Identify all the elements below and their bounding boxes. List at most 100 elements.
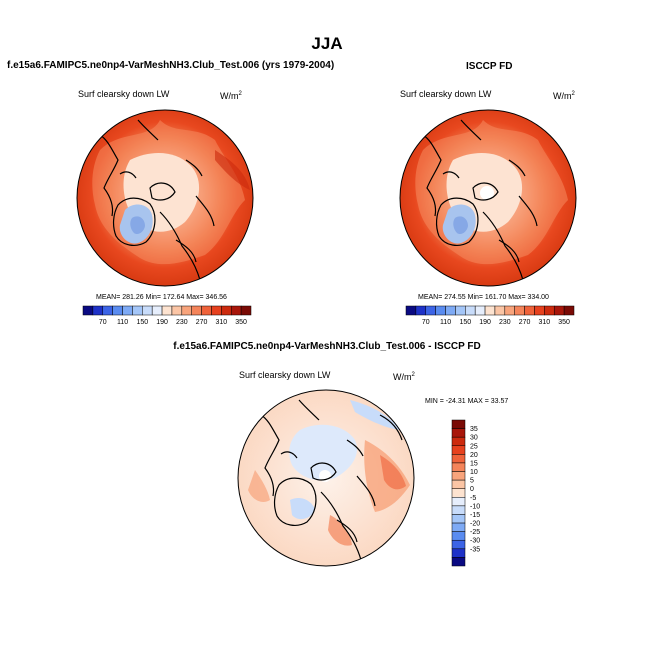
model-colorbar-swatch xyxy=(221,305,232,316)
obs-colorbar-swatch xyxy=(534,305,545,316)
model-colorbar-swatch xyxy=(161,305,173,316)
diff-colorbar-swatch xyxy=(451,428,466,438)
diff-colorbar-tick-label: 35 xyxy=(470,426,478,433)
diff-colorbar-swatch xyxy=(451,462,466,472)
diff-panel-title: f.e15a6.FAMIPC5.ne0np4-VarMeshNH3.Club_T… xyxy=(173,341,481,352)
model-colorbar-swatch xyxy=(132,305,143,316)
model-map-border xyxy=(76,109,254,287)
model-colorbar-swatch xyxy=(211,305,222,316)
diff-colorbar-swatch xyxy=(451,505,466,515)
model-colorbar-swatch xyxy=(122,305,133,316)
diff-coastlines xyxy=(260,399,403,561)
obs-map xyxy=(400,110,576,286)
diff-colorbar-tick-label: -10 xyxy=(470,503,480,510)
diff-colorbar-swatch xyxy=(451,522,466,532)
diff-colorbar-tick-label: 15 xyxy=(470,460,478,467)
model-colorbar: 70 110 150 190 230 270 310 350 xyxy=(82,305,252,326)
model-colorbar-tick-label: 70 xyxy=(99,319,107,326)
diff-colorbar-swatch xyxy=(451,539,466,550)
obs-stats: MEAN= 274.55 Min= 161.70 Max= 334.00 xyxy=(418,294,549,301)
diff-colorbar-tick-label: 5 xyxy=(470,478,474,485)
diff-colorbar-tick-label: 30 xyxy=(470,435,478,442)
obs-colorbar: 70 110 150 190 230 270 310 350 xyxy=(405,305,575,326)
model-coastlines xyxy=(99,119,215,281)
model-colorbar-swatch xyxy=(102,305,113,316)
obs-colorbar-tick-label: 110 xyxy=(440,319,451,326)
diff-colorbar-tick-label: -5 xyxy=(470,495,476,502)
model-colorbar-tick-label: 230 xyxy=(176,319,188,326)
obs-colorbar-swatch xyxy=(474,305,486,316)
diff-colorbar-swatch xyxy=(451,531,466,541)
model-colorbar-swatch xyxy=(181,305,192,316)
diff-map-border xyxy=(237,389,415,567)
model-colorbar-swatch xyxy=(82,305,94,316)
obs-colorbar-swatch xyxy=(563,305,575,316)
main-title: JJA xyxy=(311,34,343,53)
obs-colorbar-tick-label: 230 xyxy=(499,319,511,326)
diff-colorbar-tick-label: 20 xyxy=(470,452,478,459)
model-variable-label: Surf clearsky down LW xyxy=(78,89,170,99)
obs-colorbar-swatch xyxy=(553,305,565,316)
model-colorbar-tick-label: 350 xyxy=(235,319,247,326)
model-stats: MEAN= 281.26 Min= 172.64 Max= 346.56 xyxy=(96,294,227,301)
obs-colorbar-swatch xyxy=(445,305,456,316)
model-colorbar-swatch xyxy=(240,305,252,316)
obs-colorbar-tick-label: 350 xyxy=(558,319,570,326)
obs-colorbar-swatch xyxy=(524,305,535,316)
model-colorbar-swatch xyxy=(191,305,202,316)
model-colorbar-tick-label: 190 xyxy=(156,319,168,326)
model-colorbar-swatch xyxy=(201,305,212,316)
obs-colorbar-swatch xyxy=(494,305,506,316)
diff-colorbar-swatch xyxy=(451,436,466,447)
obs-colorbar-swatch xyxy=(465,305,476,316)
obs-colorbar-tick-label: 70 xyxy=(422,319,430,326)
obs-colorbar-swatch xyxy=(435,305,446,316)
obs-panel-title: ISCCP FD xyxy=(466,61,513,72)
diff-stats: MIN = -24.31 MAX = 33.57 xyxy=(425,398,509,405)
diff-colorbar-swatch xyxy=(451,419,466,429)
diff-colorbar-swatch xyxy=(451,479,466,489)
diff-colorbar-swatch xyxy=(451,548,466,558)
obs-variable-label: Surf clearsky down LW xyxy=(400,89,492,99)
model-colorbar-tick-label: 270 xyxy=(196,319,208,326)
obs-units: W/m2 xyxy=(553,91,575,101)
diff-colorbar-tick-label: 0 xyxy=(470,486,474,493)
model-panel-title: f.e15a6.FAMIPC5.ne0np4-VarMeshNH3.Club_T… xyxy=(7,60,335,71)
model-map xyxy=(77,110,253,286)
diff-colorbar-tick-label: -35 xyxy=(470,546,480,553)
model-colorbar-swatch xyxy=(171,305,183,316)
obs-colorbar-swatch xyxy=(425,305,436,316)
obs-colorbar-swatch xyxy=(405,305,417,316)
model-units: W/m2 xyxy=(220,91,242,101)
diff-units: W/m2 xyxy=(393,372,415,382)
obs-colorbar-swatch xyxy=(455,305,466,316)
obs-colorbar-tick-label: 190 xyxy=(479,319,491,326)
diff-colorbar-tick-label: 10 xyxy=(470,469,478,476)
diff-colorbar-tick-label: -25 xyxy=(470,529,480,536)
diff-colorbar-swatch xyxy=(451,488,466,498)
obs-colorbar-tick-label: 150 xyxy=(459,319,471,326)
model-colorbar-tick-label: 110 xyxy=(117,319,128,326)
diff-colorbar-swatch xyxy=(451,445,466,455)
obs-map-border xyxy=(399,109,577,287)
diff-colorbar-swatch xyxy=(451,497,466,507)
model-colorbar-swatch xyxy=(230,305,242,316)
diff-variable-label: Surf clearsky down LW xyxy=(239,370,331,380)
diff-colorbar-tick-label: 25 xyxy=(470,443,478,450)
obs-colorbar-tick-label: 310 xyxy=(539,319,551,326)
model-colorbar-swatch xyxy=(112,305,123,316)
obs-colorbar-swatch xyxy=(544,305,555,316)
diff-colorbar-swatch xyxy=(451,454,466,464)
model-colorbar-swatch xyxy=(92,305,104,316)
model-colorbar-swatch xyxy=(151,305,163,316)
diff-colorbar-swatch xyxy=(451,471,466,481)
diff-colorbar-tick-label: -20 xyxy=(470,521,480,528)
model-colorbar-tick-label: 150 xyxy=(136,319,148,326)
obs-coastlines xyxy=(422,119,538,281)
obs-colorbar-swatch xyxy=(504,305,515,316)
diff-colorbar-tick-label: -15 xyxy=(470,512,480,519)
diff-colorbar-tick-label: -30 xyxy=(470,538,480,545)
obs-colorbar-tick-label: 270 xyxy=(519,319,531,326)
obs-colorbar-swatch xyxy=(415,305,427,316)
